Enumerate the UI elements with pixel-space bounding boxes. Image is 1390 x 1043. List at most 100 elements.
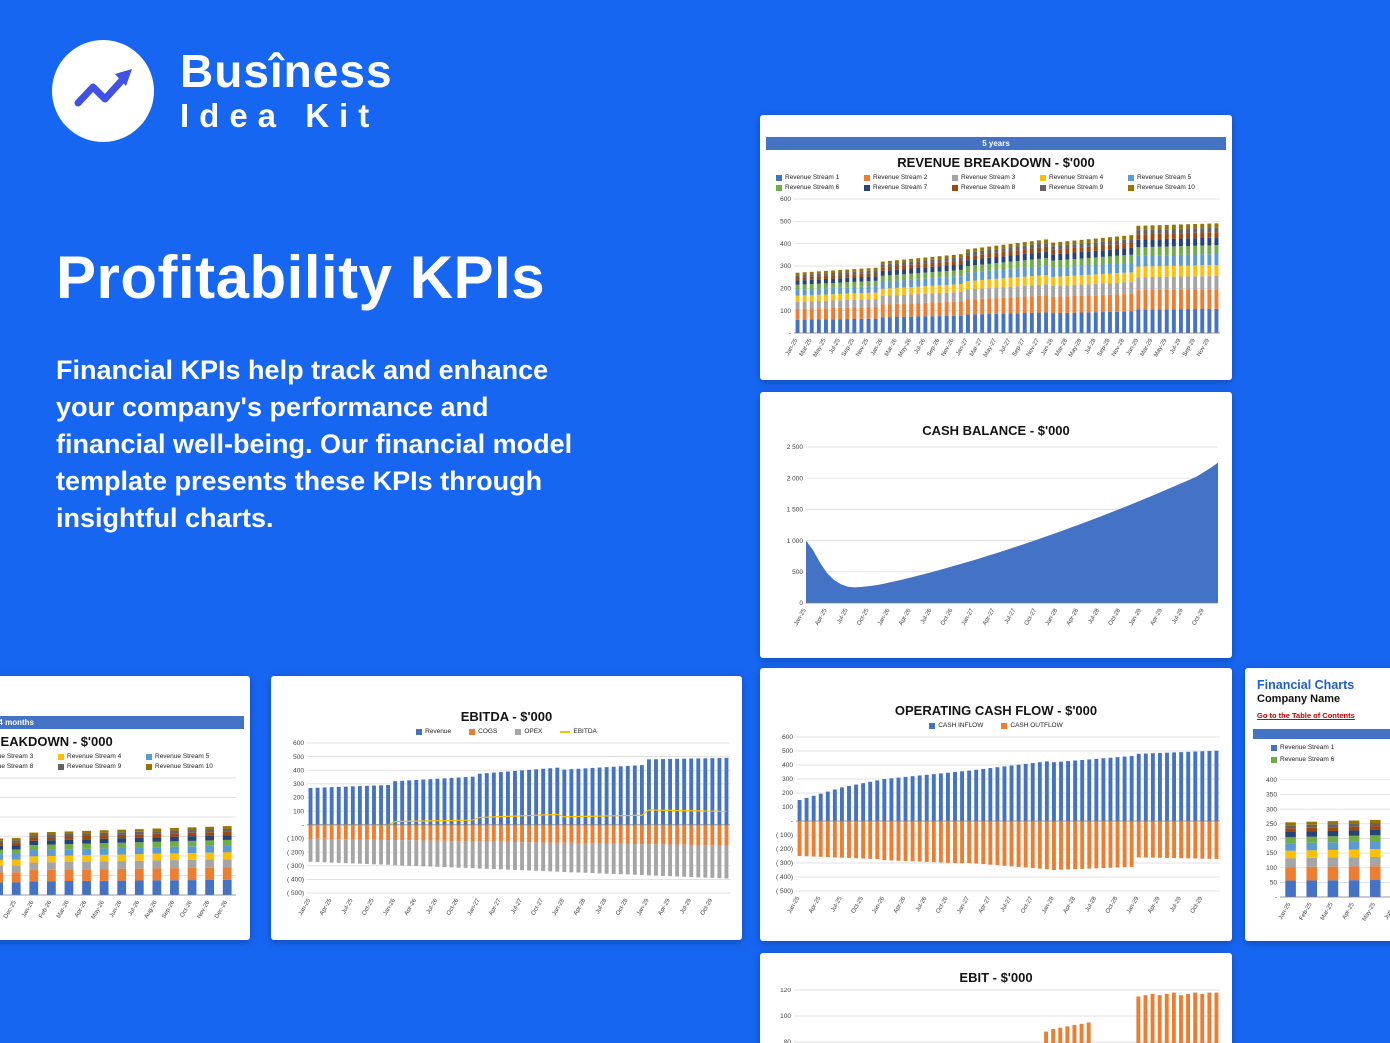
svg-text:Jan-26: Jan-26 bbox=[877, 607, 892, 626]
svg-text:Jan-25: Jan-25 bbox=[793, 607, 808, 626]
svg-text:Nov-25: Nov-25 bbox=[0, 899, 1, 919]
svg-text:-: - bbox=[789, 330, 791, 337]
svg-text:Jan-25: Jan-25 bbox=[785, 337, 800, 356]
svg-text:Feb-25: Feb-25 bbox=[1299, 901, 1314, 921]
svg-text:200: 200 bbox=[782, 790, 793, 797]
chart-title: EBIT - $'000 bbox=[959, 970, 1033, 985]
svg-text:May-28: May-28 bbox=[1068, 337, 1084, 358]
svg-text:Jan-25: Jan-25 bbox=[787, 895, 802, 914]
svg-text:Apr-28: Apr-28 bbox=[573, 897, 588, 916]
svg-text:May-25: May-25 bbox=[1362, 901, 1378, 922]
svg-text:( 500): ( 500) bbox=[287, 890, 304, 897]
x-axis-labels: Jan-25Feb-25Mar-25Apr-25May-25Jun-25Jul-… bbox=[1278, 901, 1390, 922]
svg-text:Jul-29: Jul-29 bbox=[1169, 895, 1183, 913]
svg-text:400: 400 bbox=[1266, 777, 1277, 784]
svg-text:500: 500 bbox=[792, 569, 803, 576]
legend-item: Revenue Stream 6 bbox=[1271, 755, 1334, 765]
svg-text:350: 350 bbox=[1266, 792, 1277, 799]
legend-swatch bbox=[560, 731, 571, 733]
svg-text:Jul-26: Jul-26 bbox=[914, 337, 928, 355]
svg-text:Oct-27: Oct-27 bbox=[1020, 895, 1035, 914]
svg-text:100: 100 bbox=[782, 804, 793, 811]
period-banner: 24 months bbox=[0, 716, 244, 729]
legend-swatch bbox=[776, 185, 782, 191]
svg-text:Oct-25: Oct-25 bbox=[851, 895, 866, 914]
svg-text:Jan-29: Jan-29 bbox=[636, 897, 651, 916]
legend-item: Revenue Stream 10 bbox=[146, 762, 234, 772]
svg-text:120: 120 bbox=[780, 988, 791, 994]
legend-item: Revenue Stream 2 bbox=[864, 173, 952, 183]
legend-swatch bbox=[952, 185, 958, 191]
svg-text:Jul-28: Jul-28 bbox=[1085, 895, 1099, 913]
period-banner bbox=[1253, 729, 1390, 739]
svg-text:Apr-26: Apr-26 bbox=[404, 897, 419, 916]
svg-text:Sep-26: Sep-26 bbox=[926, 337, 941, 357]
svg-text:100: 100 bbox=[780, 308, 791, 315]
svg-text:Sep-27: Sep-27 bbox=[1012, 337, 1027, 357]
legend-swatch bbox=[469, 729, 476, 735]
brand-logo bbox=[52, 40, 154, 142]
mini-revenue-chart: 400 350 300 250 200 150 100 50 -Jan-25 Feb-25 Mar-… bbox=[1266, 777, 1390, 922]
gridlines: 400 350 300 250 200 150 100 50 - bbox=[1266, 777, 1390, 901]
operating-cash-flow-chart: 600 500 400 300 200 100 - ( 100) ( 200) ( 300) ( 4… bbox=[776, 734, 1220, 915]
svg-text:( 400): ( 400) bbox=[776, 874, 793, 881]
svg-text:100: 100 bbox=[1266, 865, 1277, 872]
bars bbox=[0, 826, 232, 895]
legend-swatch bbox=[58, 764, 64, 770]
legend-swatch bbox=[864, 185, 870, 191]
svg-text:Mar-26: Mar-26 bbox=[56, 899, 71, 919]
svg-text:( 500): ( 500) bbox=[776, 888, 793, 895]
svg-text:100: 100 bbox=[780, 1013, 791, 1020]
ebitda-card: EBITDA - $'000 Revenue COGS OPEX EBITDA 600… bbox=[271, 676, 742, 940]
svg-text:1 000: 1 000 bbox=[787, 538, 804, 545]
legend-item: OPEX bbox=[515, 727, 542, 737]
chart-title: CASH BALANCE - $'000 bbox=[922, 423, 1070, 438]
period-banner: 5 years bbox=[766, 137, 1226, 150]
svg-text:500: 500 bbox=[782, 748, 793, 755]
svg-text:Apr-28: Apr-28 bbox=[1063, 895, 1078, 914]
description-line: financial well-being. Our financial mode… bbox=[56, 429, 573, 459]
operating-cash-flow-card: OPERATING CASH FLOW - $'000 CASH INFLOW C… bbox=[760, 668, 1232, 941]
svg-text:Jul-29: Jul-29 bbox=[680, 897, 694, 915]
svg-text:( 100): ( 100) bbox=[287, 836, 304, 843]
legend-swatch bbox=[416, 729, 423, 735]
gridlines: 120 100 80 bbox=[780, 988, 1220, 1043]
legend-swatch bbox=[1040, 185, 1046, 191]
svg-text:Oct-28: Oct-28 bbox=[615, 897, 630, 916]
legend-swatch bbox=[1271, 745, 1277, 751]
table-of-contents-link[interactable]: Go to the Table of Contents bbox=[1257, 711, 1355, 720]
legend-item: Revenue Stream 7 bbox=[864, 183, 952, 193]
ebit-card: EBIT - $'000 120 100 80 bbox=[760, 953, 1232, 1043]
legend-item: Revenue Stream 5 bbox=[1128, 173, 1216, 183]
legend-item: Revenue Stream 10 bbox=[1128, 183, 1216, 193]
svg-text:Jan-26: Jan-26 bbox=[382, 897, 397, 916]
svg-text:Oct-27: Oct-27 bbox=[531, 897, 546, 916]
legend-swatch bbox=[515, 729, 522, 735]
svg-text:Jan-26: Jan-26 bbox=[870, 337, 885, 356]
legend-item: Revenue Stream 5 bbox=[146, 752, 234, 762]
svg-text:( 300): ( 300) bbox=[287, 863, 304, 870]
svg-text:Jul-27: Jul-27 bbox=[999, 337, 1013, 355]
legend-item: EBITDA bbox=[560, 727, 597, 737]
ebit-chart: 120 100 80 bbox=[780, 988, 1220, 1043]
svg-text:Oct-26: Oct-26 bbox=[935, 895, 950, 914]
svg-text:0: 0 bbox=[799, 600, 803, 607]
description-line: insightful charts. bbox=[56, 503, 274, 533]
svg-text:Sep-25: Sep-25 bbox=[841, 337, 856, 357]
svg-text:Mar-25: Mar-25 bbox=[1320, 901, 1335, 921]
svg-text:Jun-25: Jun-25 bbox=[1384, 901, 1390, 920]
svg-text:400: 400 bbox=[780, 241, 791, 248]
cash-balance-card: CASH BALANCE - $'000 2 500 2 000 1 500 1 00… bbox=[760, 392, 1232, 658]
svg-text:Jul-29: Jul-29 bbox=[1171, 607, 1185, 625]
svg-text:300: 300 bbox=[782, 776, 793, 783]
legend-swatch bbox=[58, 754, 64, 760]
svg-text:50: 50 bbox=[1270, 880, 1278, 887]
svg-text:600: 600 bbox=[293, 740, 304, 747]
period-banner-label: 5 years bbox=[982, 139, 1010, 148]
description-line: your company's performance and bbox=[56, 392, 489, 422]
legend-swatch bbox=[146, 754, 152, 760]
chart-legend: Revenue COGS OPEX EBITDA bbox=[279, 727, 734, 737]
svg-text:500: 500 bbox=[780, 219, 791, 226]
